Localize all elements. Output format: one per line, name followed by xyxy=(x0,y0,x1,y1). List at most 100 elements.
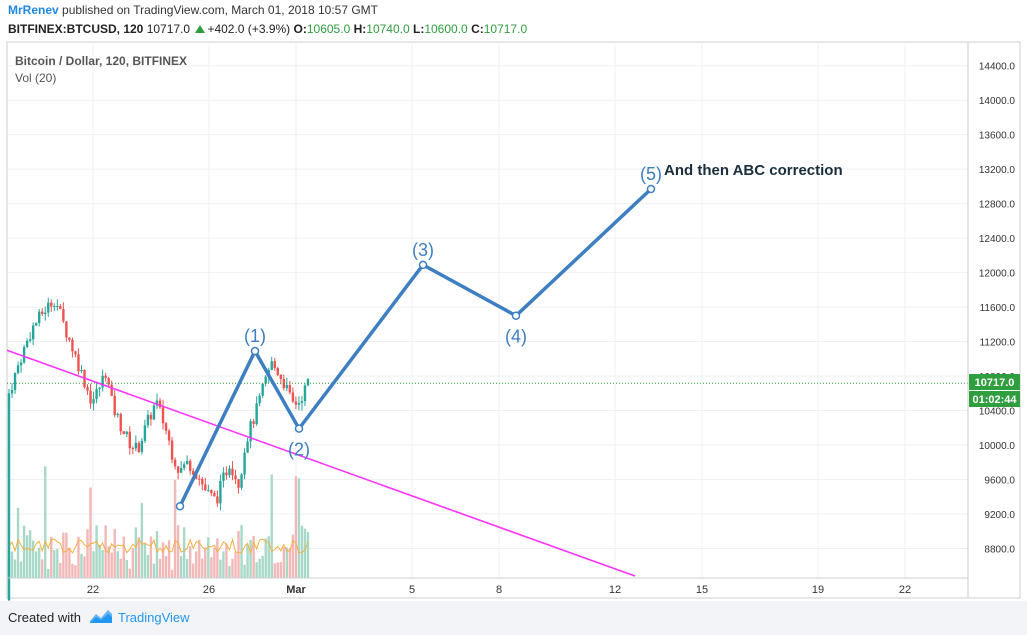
candle-body xyxy=(86,387,89,391)
volume-bar xyxy=(243,564,246,578)
candle-body xyxy=(59,306,62,310)
time-tag-text: 01:02:44 xyxy=(972,394,1017,406)
volume-ma-line xyxy=(8,537,309,555)
candle-body xyxy=(134,442,138,449)
candle-body xyxy=(119,413,122,432)
publish-header: MrRenev published on TradingView.com, Ma… xyxy=(8,3,378,17)
wave-node xyxy=(294,424,304,433)
wave-label: (5) xyxy=(640,164,662,184)
low-label: L: xyxy=(413,22,425,36)
y-tick-label: 14000.0 xyxy=(979,96,1016,107)
candle-body xyxy=(234,475,237,480)
high-value: 10740.0 xyxy=(366,22,410,36)
candle-body xyxy=(92,399,95,404)
candle-body xyxy=(222,472,225,481)
volume-bar xyxy=(198,539,201,578)
volume-bar xyxy=(25,535,29,578)
x-tick-label: Mar xyxy=(286,584,306,596)
x-tick-label: 12 xyxy=(609,584,621,596)
author-name[interactable]: MrRenev xyxy=(8,3,59,17)
volume-bar xyxy=(282,547,286,578)
price-tag: 10717.0 01:02:44 xyxy=(969,374,1020,407)
candle-body xyxy=(56,306,59,308)
candle-body xyxy=(50,302,53,307)
y-tick-label: 8800.0 xyxy=(984,544,1015,555)
volume-bar xyxy=(219,559,222,578)
annotation-text[interactable]: And then ABC correction xyxy=(664,162,843,179)
candle-body xyxy=(303,385,307,402)
wave-node xyxy=(511,311,521,320)
candle-body xyxy=(161,407,165,424)
volume-bar xyxy=(249,540,252,578)
volume-bar xyxy=(185,558,189,578)
volume-bar xyxy=(131,547,135,578)
candle-body xyxy=(192,470,195,475)
high-label: H: xyxy=(353,22,367,36)
volume-bar xyxy=(306,531,310,578)
volume-bar xyxy=(149,536,153,578)
volume-bar xyxy=(41,559,44,578)
candle-body xyxy=(47,302,50,313)
candle-body xyxy=(285,385,289,389)
volume-bar xyxy=(77,536,80,578)
volume-bar xyxy=(31,540,35,578)
candle-body xyxy=(240,474,243,488)
candle-body xyxy=(125,431,128,434)
candle-body xyxy=(16,365,20,373)
volume-bar xyxy=(44,466,47,578)
volume-bar xyxy=(273,563,276,578)
candle-body xyxy=(149,414,153,420)
price-chart[interactable]: (1) (2) (3) (4) (5) 14400.0 14000.0 13600.0 132… xyxy=(0,0,1027,601)
volume-bar xyxy=(62,532,65,578)
candle-body xyxy=(110,384,113,396)
symbol: BITFINEX:BTCUSD, 120 xyxy=(8,22,144,36)
volume-bar xyxy=(83,556,86,578)
y-tick-label: 9200.0 xyxy=(984,510,1015,521)
candle-body xyxy=(170,440,174,460)
volume-bar xyxy=(13,559,17,578)
candle-body xyxy=(143,425,147,441)
volume-bar xyxy=(170,569,174,578)
volume-bar xyxy=(152,563,156,578)
tradingview-logo-icon[interactable] xyxy=(88,607,114,627)
volume-bar xyxy=(95,525,98,578)
wave-label: (4) xyxy=(505,327,527,347)
y-tick-label: 11600.0 xyxy=(980,303,1016,314)
x-tick-label: 22 xyxy=(87,584,99,596)
x-tick-label: 26 xyxy=(203,584,215,596)
volume-bar xyxy=(98,545,101,578)
volume-bar xyxy=(189,546,192,578)
candle-body xyxy=(207,489,210,491)
trend-line[interactable] xyxy=(6,349,636,577)
volume-bar xyxy=(56,548,59,578)
tradingview-brand[interactable]: TradingView xyxy=(118,610,190,625)
candle-body xyxy=(273,361,276,369)
volume-bar xyxy=(116,551,119,578)
candle-body xyxy=(28,339,32,341)
candle-body xyxy=(182,464,186,469)
volume-bar xyxy=(47,568,50,578)
footer: Created with TradingView xyxy=(0,601,1027,635)
grid xyxy=(7,42,968,578)
candle-body xyxy=(62,309,65,322)
candle-body xyxy=(225,472,228,476)
candle-body xyxy=(68,337,71,340)
candle-body xyxy=(137,442,141,453)
volume-bar xyxy=(28,530,32,578)
candle-body xyxy=(279,374,282,380)
x-tick-label: 15 xyxy=(696,584,708,596)
y-tick-label: 11200.0 xyxy=(980,338,1016,349)
candle-body xyxy=(219,480,222,504)
candle-body xyxy=(13,372,17,391)
candle-body xyxy=(128,431,131,449)
volume-bar xyxy=(204,547,207,578)
candle-body xyxy=(113,395,116,416)
volume-bar xyxy=(65,532,68,578)
candle-body xyxy=(146,414,150,426)
candle-body xyxy=(71,339,74,352)
y-tick-label: 14400.0 xyxy=(979,62,1016,73)
candle-body xyxy=(252,421,255,425)
elliott-wave-path[interactable] xyxy=(178,187,653,507)
volume-bar xyxy=(264,538,267,578)
volume-bar xyxy=(246,544,249,578)
